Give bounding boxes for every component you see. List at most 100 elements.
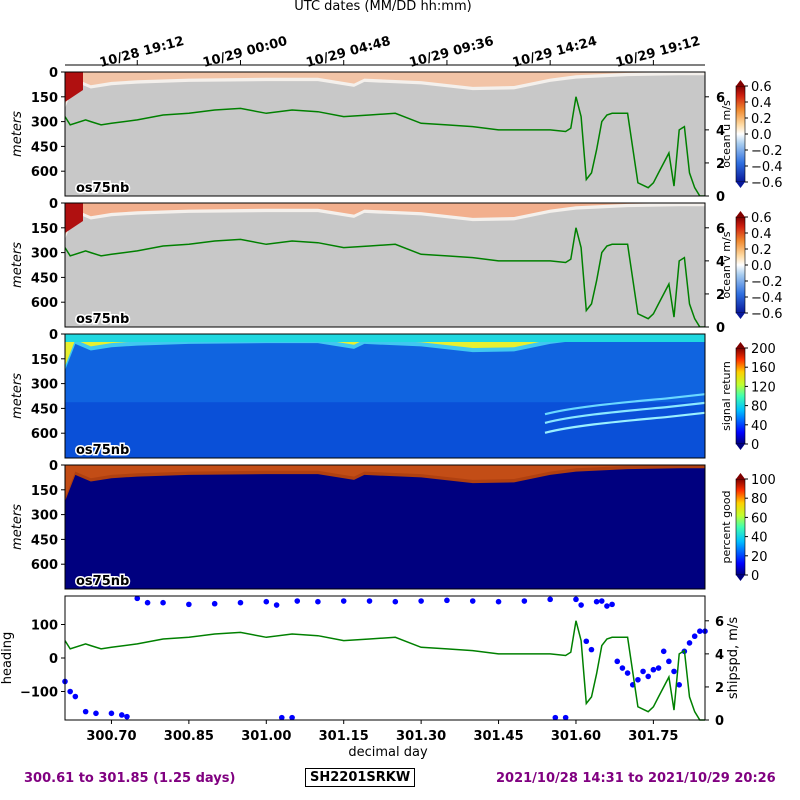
pg-high-band-top [65,465,705,499]
colorbar-tick-label: 20 [751,550,768,565]
depth-tick-label: 600 [31,427,58,442]
heading-point [118,712,125,718]
panel-plot-area [65,203,705,327]
colorbar-extend-bottom [736,313,745,319]
heading-point [593,598,600,605]
colorbar-tick-label: 0.6 [751,80,772,95]
colorbar-extend-top [736,80,745,86]
colorbar-tick-label: 0.2 [751,112,772,127]
heading-point [495,598,502,605]
footer-cruise-id: SH2201SRKW [305,768,416,787]
colorbar-tick-label: −0.2 [751,275,783,290]
depth-tick-label: 150 [31,222,58,237]
heading-point [315,598,321,605]
heading-point [366,598,373,604]
depth-axis-label: meters [10,242,25,288]
depth-tick-label: 600 [31,165,58,180]
panel-ocean-u: 0 150 300 450 600 meters os75nb 6 4 2 0 0.60.40.20.… [10,66,783,205]
colorbar-tick-label: 0.2 [751,243,772,258]
panel-signal-return: 0 150 300 450 600 meters os75nb 200 160 120 80 40 0 s… [10,328,776,460]
depth-tick-label: 300 [31,247,58,262]
depth-tick-label: 600 [31,296,58,311]
speed-tick-label: 2 [716,157,725,172]
colorbar-tick-label: −0.4 [751,291,783,306]
colorbar-label: percent good [720,490,733,563]
x-tick-label: 301.45 [473,729,523,744]
heading-point [340,598,347,604]
colorbar [735,478,746,576]
speed-tick-label: 0 [716,321,725,336]
colorbar-label: ocean u m/s [720,100,733,168]
depth-tick-label: 300 [31,378,58,393]
heading-point [211,600,218,607]
panel-frame [64,71,706,197]
colorbar [735,216,746,314]
colorbar-tick-label: 60 [751,511,768,526]
heading-point [676,682,682,688]
heading-point [160,599,166,606]
heading-point [294,598,301,604]
heading-point [67,688,73,695]
shipspd-line [65,227,705,327]
colorbar-tick-label: 200 [751,342,776,357]
heading-tick-label: 0 [49,652,58,667]
heading-point [278,714,285,721]
depth-axis-label: meters [10,373,25,419]
depth-axis-label: meters [10,504,25,550]
heading-point [583,638,590,645]
speed-tick-label: 6 [715,615,724,630]
speed-tick-label: 4 [716,255,725,270]
colorbar-tick-label: 0 [751,438,759,453]
x-tick-label: 301.30 [396,729,446,744]
colorbar-tick-label: 0.4 [751,96,772,111]
x-tick-label: 300.85 [164,729,214,744]
panel-frame [64,333,706,459]
surface-data-band [65,72,705,109]
colorbar-tick-label: −0.6 [751,307,783,322]
depth-tick-label: 450 [31,402,58,417]
colorbar-tick-label: 0.4 [751,227,772,242]
speed-tick-label: 4 [716,124,725,139]
colorbar-extend-bottom [736,575,745,581]
footer-time-range: 2021/10/28 14:31 to 2021/10/29 20:26 [496,771,776,786]
panel-percent-good: 0 150 300 450 600 meters os75nb 100 80 60 40 20 0 per… [10,459,776,591]
heading-point [552,714,559,721]
depth-tick-label: 150 [31,353,58,368]
seafloor-echo [544,411,705,434]
depth-tick-label: 0 [49,328,58,343]
top-date-axis: UTC dates (MM/DD hh:mm)10/28 19:12 10/29 … [65,0,705,71]
heading-point [108,710,115,717]
colorbar-tick-label: 0 [751,569,759,584]
depth-tick-label: 0 [49,459,58,474]
colorbar-tick-label: −0.4 [751,160,783,175]
heading-point [144,599,151,606]
heading-point [609,601,615,608]
signal-deeper [65,402,705,458]
colorbar-extend-top [736,473,745,479]
depth-tick-label: 450 [31,533,58,548]
pg-low [65,465,705,589]
heading-point [614,658,621,665]
depth-axis-label: meters [10,111,25,157]
heading-point [619,665,626,671]
surface-data-band-warm [65,203,705,237]
panel-tag: os75nb [76,443,129,458]
speed-tick-label: 6 [716,91,725,106]
colorbar-tick-label: 160 [751,361,776,376]
panel-tag: os75nb [76,181,129,196]
speed-tick-label: 0 [716,190,725,205]
x-tick-label: 301.75 [628,729,678,744]
strong-current-patch [65,72,83,102]
nodata-region [65,203,705,327]
shipspd-line [65,96,705,196]
heading-point [444,597,450,604]
x-tick-label: 301.60 [551,729,601,744]
heading-point [82,708,89,715]
heading-point [691,633,698,640]
heading-point [134,595,141,602]
heading-point [72,693,79,700]
panel-tag: os75nb [76,574,129,589]
seafloor-echo [544,401,705,424]
signal-surface [65,334,705,342]
